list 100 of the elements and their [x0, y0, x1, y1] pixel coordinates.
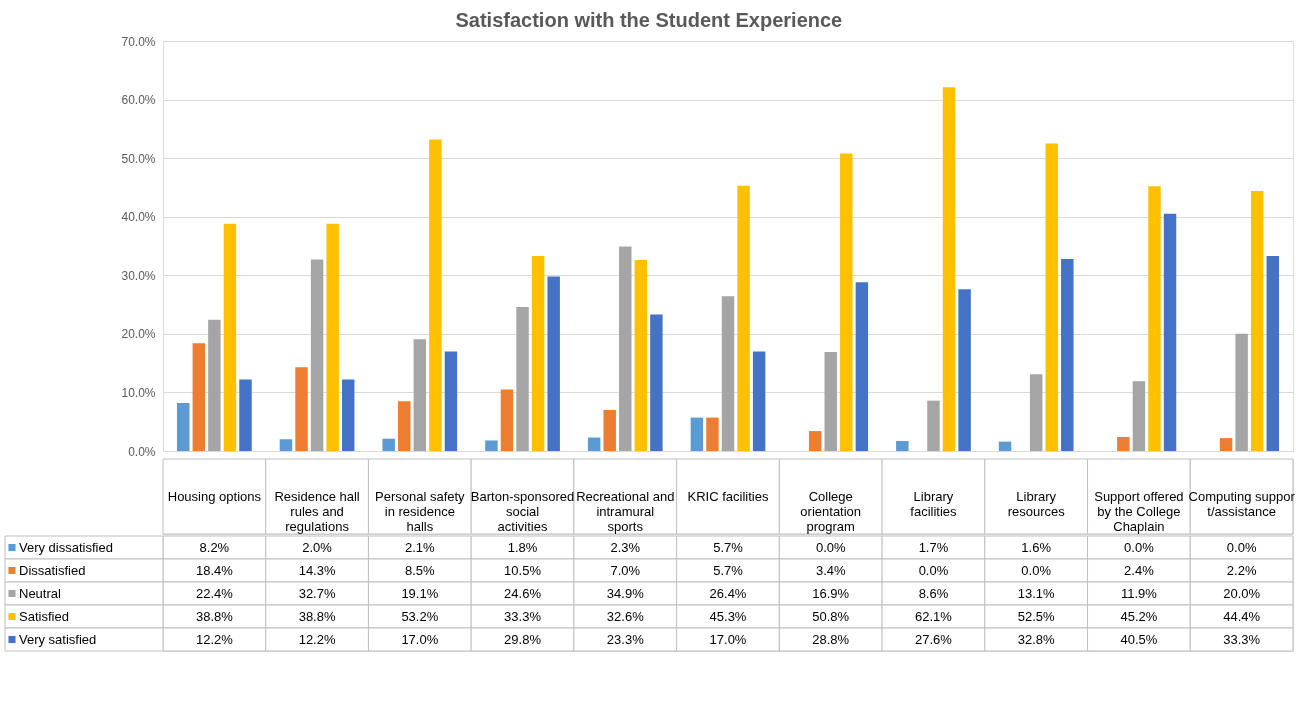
data-label: 17.0%	[401, 631, 439, 647]
legend-label: Very dissatisfied	[19, 539, 113, 555]
bar	[1250, 190, 1264, 451]
data-label: 12.2%	[195, 631, 234, 647]
bar	[1117, 436, 1130, 451]
bar	[721, 296, 735, 451]
legend-label: Dissatisfied	[19, 562, 86, 578]
bar	[942, 87, 956, 451]
legend-label: Satisfied	[19, 608, 69, 624]
data-label: 2.2%	[1226, 562, 1257, 578]
data-label: 16.9%	[812, 585, 850, 601]
bar	[706, 417, 719, 451]
bar	[279, 439, 293, 451]
data-label: 53.2%	[401, 608, 439, 624]
bar	[998, 441, 1012, 451]
x-tick-label: Barton-sponsored social activities	[470, 488, 575, 534]
data-label: 0.0%	[918, 562, 949, 578]
data-label: 23.3%	[606, 631, 645, 647]
data-label: 0.0%	[1021, 562, 1052, 578]
bar	[1061, 258, 1074, 451]
data-label: 20.0%	[1223, 585, 1261, 601]
data-label: 38.8%	[195, 608, 234, 624]
bar	[177, 402, 190, 451]
bar	[840, 153, 853, 451]
data-label: 18.4%	[195, 562, 234, 578]
data-label: 2.4%	[1124, 562, 1155, 578]
data-label: 13.1%	[1017, 585, 1056, 601]
data-label: 52.5%	[1017, 608, 1056, 624]
bar	[808, 431, 822, 451]
data-label: 11.9%	[1120, 585, 1158, 601]
y-tick-label: 10.0%	[121, 385, 156, 400]
bar	[650, 314, 663, 451]
data-label: 0.0%	[815, 539, 846, 555]
data-label: 2.0%	[302, 539, 333, 555]
data-label: 17.0%	[709, 631, 747, 647]
bar	[413, 339, 427, 451]
data-label: 5.7%	[713, 562, 744, 578]
data-label: 8.5%	[405, 562, 436, 578]
bar	[398, 401, 411, 451]
data-label: 12.2%	[298, 631, 336, 647]
bar	[896, 441, 909, 451]
y-tick-label: 40.0%	[121, 210, 156, 225]
bar	[587, 437, 601, 451]
data-label: 32.6%	[606, 608, 645, 624]
x-tick-label: KRIC facilities	[687, 488, 769, 504]
bar	[341, 379, 355, 451]
x-tick-label: College orientation program	[800, 488, 862, 534]
bar	[737, 185, 750, 451]
data-label: 62.1%	[915, 608, 953, 624]
x-tick-label: Housing options	[167, 488, 262, 504]
x-tick-label: Support offered by the College Chaplain	[1094, 488, 1184, 534]
bar	[1029, 374, 1043, 451]
data-label: 2.3%	[610, 539, 641, 555]
data-label: 0.0%	[1124, 539, 1155, 555]
data-label: 7.0%	[610, 562, 641, 578]
data-label: 14.3%	[298, 562, 336, 578]
x-tick-label: Library facilities	[910, 488, 958, 519]
x-tick-label: Personal safety in residence halls	[375, 488, 466, 534]
data-label: 26.4%	[709, 585, 747, 601]
data-label: 1.6%	[1021, 539, 1052, 555]
bar	[619, 246, 632, 451]
bar	[690, 417, 704, 451]
data-label: 24.6%	[504, 585, 542, 601]
data-label: 32.7%	[298, 585, 336, 601]
x-tick-label: Recreational and intramural sports	[576, 488, 675, 534]
data-label: 29.8%	[504, 631, 542, 647]
bar	[1045, 143, 1058, 451]
data-label: 40.5%	[1120, 631, 1158, 647]
bar	[516, 306, 529, 451]
y-tick-label: 50.0%	[121, 151, 156, 166]
data-label: 45.2%	[1120, 608, 1158, 624]
y-tick-label: 60.0%	[121, 93, 156, 108]
bar	[1219, 438, 1233, 451]
data-label: 1.8%	[507, 539, 538, 555]
bar	[547, 276, 560, 451]
legend-label: Neutral	[19, 585, 62, 601]
bar	[208, 319, 221, 451]
data-label: 2.1%	[405, 539, 436, 555]
bar	[927, 400, 940, 451]
data-label: 8.2%	[199, 539, 230, 555]
bar	[1132, 381, 1146, 451]
data-label: 28.8%	[812, 631, 850, 647]
legend-label: Very satisfied	[19, 631, 97, 647]
bar	[485, 440, 498, 451]
bar	[500, 389, 514, 451]
bar	[1235, 333, 1248, 451]
bar	[239, 379, 252, 451]
data-label: 38.8%	[298, 608, 336, 624]
data-label: 45.3%	[709, 608, 747, 624]
y-tick-label: 0.0%	[128, 444, 156, 459]
data-label: 3.4%	[815, 562, 846, 578]
chart-title: Satisfaction with the Student Experience	[455, 8, 843, 31]
bar	[958, 289, 971, 451]
bar	[310, 259, 324, 451]
data-label: 32.8%	[1017, 631, 1056, 647]
bar	[603, 410, 616, 451]
bar	[429, 139, 442, 451]
data-label: 5.7%	[713, 539, 744, 555]
data-label: 50.8%	[812, 608, 850, 624]
bar	[382, 438, 395, 451]
